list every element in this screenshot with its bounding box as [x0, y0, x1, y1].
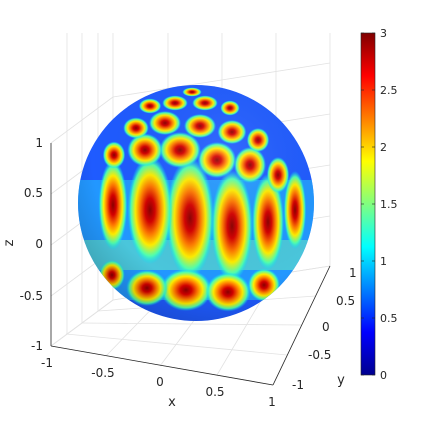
x-tick-label: -0.5: [91, 366, 114, 380]
colorbar-tick-label: 2.5: [380, 84, 398, 97]
z-tick-label: 0: [35, 237, 43, 251]
y-tick-label: 0.5: [336, 294, 355, 308]
axes-lines: [50, 143, 331, 386]
z-tick-label: -1: [31, 339, 43, 353]
y-tick-label: -1: [292, 378, 304, 392]
z-tick-label: -0.5: [20, 289, 43, 303]
y-axis-label: y: [337, 373, 345, 388]
x-tick-label: 0.5: [205, 385, 224, 399]
colorbar-tick-label: 0.5: [380, 312, 398, 325]
x-tick-label: -1: [41, 356, 53, 370]
axis-tick-labels: -1 -0.5 0 0.5 1 -1 -0.5 0 0.5 1 -1 -0.5 0 0.5 1: [20, 136, 357, 409]
colorbar-tick-label: 2: [380, 141, 387, 154]
z-tick-label: 0.5: [24, 186, 43, 200]
y-tick-label: -0.5: [308, 348, 331, 362]
colorbar-tick-label: 1.5: [380, 198, 398, 211]
z-tick-label: 1: [35, 136, 43, 150]
y-tick-label: 0: [322, 320, 330, 334]
x-tick-label: 1: [268, 395, 276, 409]
colorbar: 0 0.5 1 1.5 2 2.5 3: [360, 27, 398, 382]
x-tick-label: 0: [156, 375, 164, 389]
colorbar-tick-label: 0: [380, 369, 387, 382]
colorbar-tick-label: 3: [380, 27, 387, 40]
sphere-surface: [78, 85, 314, 321]
z-axis-label: z: [2, 239, 17, 246]
x-axis-label: x: [168, 395, 176, 410]
colorbar-tick-label: 1: [380, 255, 387, 268]
y-tick-label: 1: [349, 266, 357, 280]
